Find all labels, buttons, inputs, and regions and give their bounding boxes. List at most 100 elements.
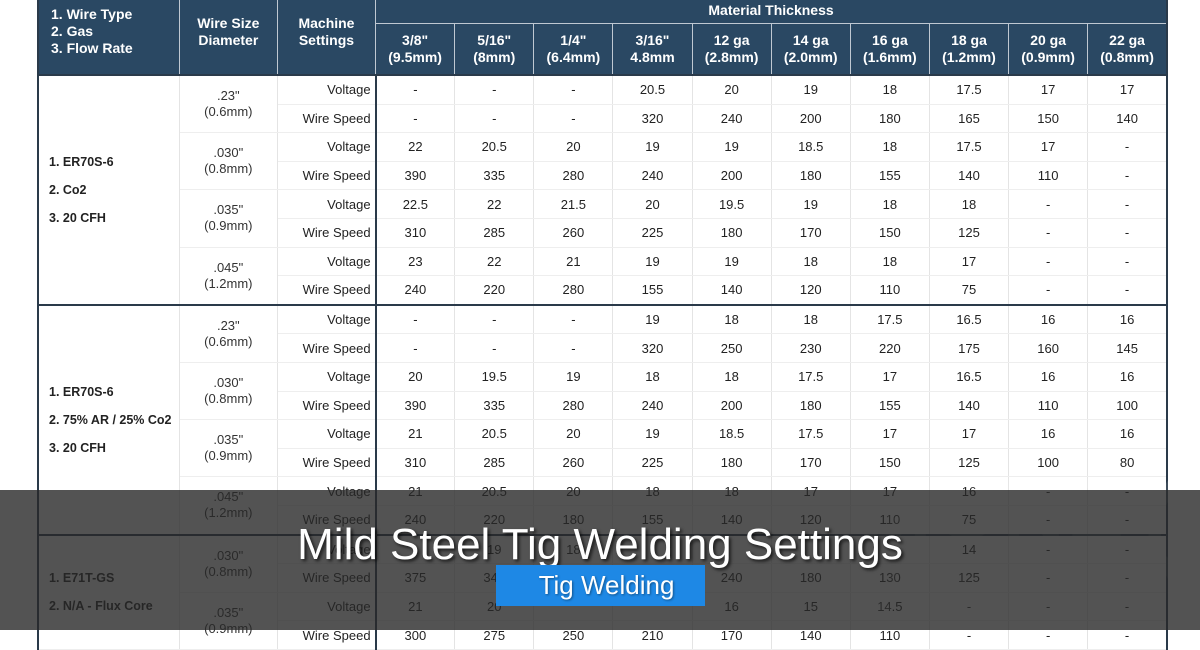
table-row: Wire Speed - - -320 250 230 220 175 160 145 — [38, 333, 1169, 363]
voltage-value: - — [1087, 189, 1169, 219]
tag-button-label: Tig Welding — [538, 570, 675, 600]
wire-size-inch: .030" — [213, 145, 244, 161]
voltage-value: 17 — [1008, 132, 1089, 162]
wire-speed-value: 175 — [929, 333, 1010, 363]
wire-size-cell: .030"(0.8mm) — [179, 362, 278, 421]
voltage-label: Voltage — [277, 73, 377, 105]
wire-speed-value: 285 — [454, 218, 535, 248]
wire-size-cell: .23" (0.6mm) — [179, 303, 278, 363]
voltage-value: - — [375, 303, 456, 335]
wire-speed-value: 335 — [454, 391, 535, 421]
wire-speed-value: 335 — [454, 161, 535, 191]
header-material-thickness: Material Thickness — [375, 0, 1169, 24]
header-machine-settings: Machine Settings — [276, 0, 377, 76]
title-overlay-band — [0, 490, 1200, 630]
voltage-value: 18.5 — [771, 132, 851, 162]
wire-speed-value: 180 — [850, 104, 930, 134]
voltage-value: 19 — [612, 247, 693, 277]
wire-speed-value: 225 — [612, 218, 693, 248]
table-row: 1. ER70S-6 2. Co2 3. 20 CFH .23" (0.6mm) Volt… — [36, 73, 1169, 306]
gas-spec-line: 3. 20 CFH — [49, 440, 106, 455]
voltage-label: Voltage — [277, 247, 377, 277]
voltage-value: 18 — [929, 189, 1010, 219]
wire-speed-value: 200 — [692, 391, 772, 421]
wire-speed-value: - — [1008, 218, 1089, 248]
wire-speed-value: 390 — [375, 391, 456, 421]
tag-button-tig-welding[interactable]: Tig Welding — [496, 565, 705, 606]
table-row: Wire Speed 310 285 260 225 180 170 150 125 100 80 — [38, 448, 1169, 478]
gas-spec-line: 2. 75% AR / 25% Co2 — [49, 412, 172, 427]
wire-size-cell: .030"(0.8mm) — [179, 132, 278, 191]
wire-size-inch: .23" — [216, 88, 240, 104]
voltage-value: 20 — [612, 189, 693, 219]
wire-speed-value: - — [533, 104, 614, 134]
wire-speed-value: 250 — [692, 333, 772, 363]
voltage-value: 19 — [692, 132, 772, 162]
wire-speed-value: 200 — [692, 161, 772, 191]
table-row: Wire Speed 390 335 280 240 200 180 155 140 110 100 — [38, 391, 1169, 421]
voltage-value: - — [533, 73, 614, 105]
header-thickness-col: 20 ga (0.9mm) — [1008, 23, 1089, 76]
voltage-value: 16 — [1087, 419, 1169, 449]
wire-speed-value: 230 — [771, 333, 851, 363]
wire-speed-value: - — [454, 104, 535, 134]
wire-speed-value: 125 — [929, 448, 1010, 478]
voltage-value: 21.5 — [533, 189, 614, 219]
wire-speed-value: 140 — [929, 161, 1010, 191]
voltage-value: 18 — [850, 247, 930, 277]
thickness-gauge: 18 ga — [951, 32, 987, 48]
header-spec-line: 3. Flow Rate — [51, 40, 133, 56]
header-thickness-col: 5/16" (8mm) — [454, 23, 535, 76]
voltage-value: 22 — [454, 247, 535, 277]
wire-speed-value: 310 — [375, 218, 456, 248]
wire-size-inch: .23" — [216, 317, 240, 333]
table-row: Wire Speed - - -320 240 200 180 165 150 140 — [38, 104, 1169, 134]
voltage-value: - — [533, 303, 614, 335]
header-thickness-col: 3/8" (9.5mm) — [375, 23, 456, 76]
voltage-value: 18 — [850, 189, 930, 219]
wire-speed-value: 120 — [771, 275, 851, 306]
voltage-value: 22 — [375, 132, 456, 162]
wire-speed-value: 240 — [612, 391, 693, 421]
wire-speed-value: 180 — [692, 448, 772, 478]
wire-speed-value: 155 — [850, 391, 930, 421]
wire-speed-value: 160 — [1008, 333, 1089, 363]
voltage-value: 19 — [612, 419, 693, 449]
wire-speed-value: 225 — [612, 448, 693, 478]
voltage-value: 18 — [850, 73, 930, 105]
voltage-value: 18 — [771, 303, 851, 335]
voltage-value: 22 — [454, 189, 535, 219]
voltage-value: 17.5 — [771, 419, 851, 449]
wire-speed-label: Wire Speed — [277, 275, 377, 306]
wire-speed-value: 180 — [771, 161, 851, 191]
wire-speed-value: - — [375, 333, 456, 363]
voltage-value: 20 — [692, 73, 772, 105]
thickness-gauge: 12 ga — [713, 32, 750, 48]
voltage-value: 19 — [533, 362, 614, 392]
thickness-gauge: 14 ga — [792, 32, 829, 48]
voltage-value: 23 — [375, 247, 456, 277]
thickness-gauge: 5/16" — [477, 32, 512, 48]
voltage-value: 21 — [375, 419, 456, 449]
wire-speed-value: 240 — [375, 275, 456, 306]
wire-speed-value: 110 — [1008, 391, 1089, 421]
table-row: .030" (0.8mm) Voltage 20 19.5 19 18 18 17.5 17 16.… — [38, 362, 1169, 421]
wire-speed-value: 140 — [692, 275, 772, 306]
voltage-value: - — [454, 73, 535, 105]
wire-speed-value: 180 — [692, 218, 772, 248]
voltage-value: 20.5 — [454, 419, 535, 449]
wire-speed-value: 240 — [612, 161, 693, 191]
thickness-metric: (0.8mm) — [1100, 49, 1154, 65]
header-thickness-col: 22 ga (0.8mm) — [1087, 23, 1169, 76]
voltage-label: Voltage — [277, 132, 377, 162]
voltage-value: 19 — [771, 73, 851, 105]
voltage-value: 19 — [612, 132, 693, 162]
voltage-value: 20.5 — [612, 73, 693, 105]
wire-speed-label: Wire Speed — [277, 391, 377, 421]
wire-speed-value: 80 — [1087, 448, 1169, 478]
wire-speed-value: - — [1087, 218, 1169, 248]
voltage-value: 19 — [612, 303, 693, 335]
gas-spec-line: 3. 20 CFH — [49, 210, 106, 225]
table-row: .035" (0.9mm) Voltage 22.5 22 21.5 20 19.5 19 18 1… — [38, 189, 1169, 248]
wire-size-inch: .030" — [213, 375, 244, 391]
